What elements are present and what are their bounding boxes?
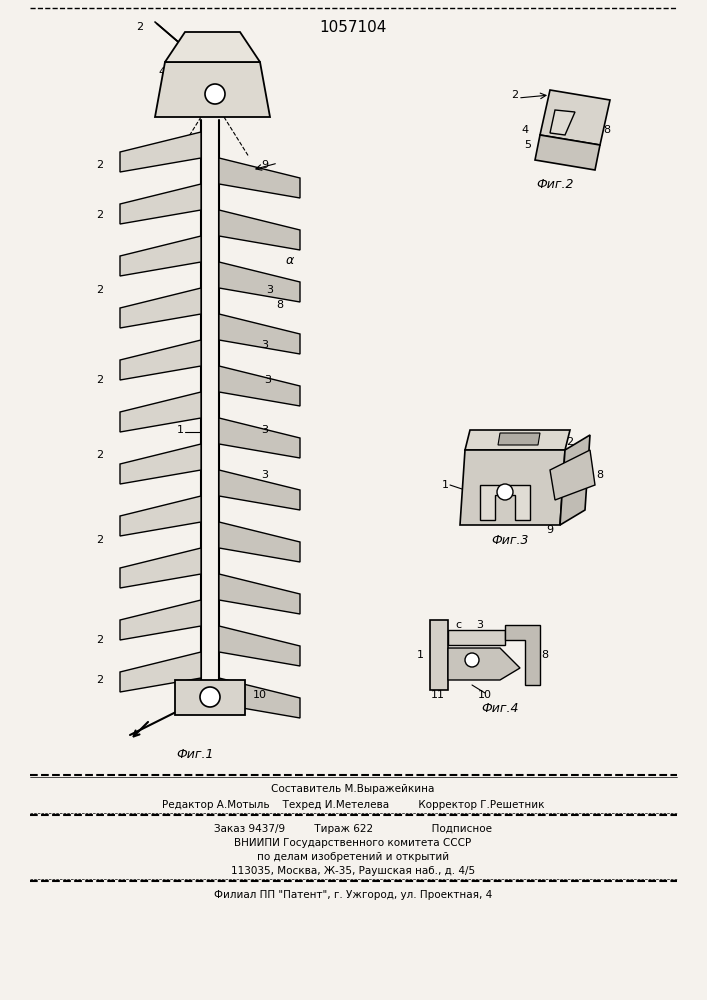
- Text: c: c: [455, 620, 461, 630]
- Polygon shape: [219, 366, 300, 406]
- Polygon shape: [219, 678, 300, 718]
- Polygon shape: [219, 522, 300, 562]
- Polygon shape: [448, 630, 505, 645]
- Text: 2: 2: [136, 22, 144, 32]
- Text: 4: 4: [522, 125, 529, 135]
- Text: Редактор А.Мотыль    Техред И.Метелева         Корректор Г.Решетник: Редактор А.Мотыль Техред И.Метелева Корр…: [162, 800, 544, 810]
- Polygon shape: [219, 314, 300, 354]
- Polygon shape: [120, 236, 201, 276]
- Circle shape: [200, 687, 220, 707]
- Text: 8: 8: [604, 125, 611, 135]
- Text: 8: 8: [276, 300, 284, 310]
- Text: α: α: [286, 253, 294, 266]
- Polygon shape: [120, 652, 201, 692]
- Text: Фиг.3: Фиг.3: [491, 534, 529, 546]
- Text: Филиал ПП "Патент", г. Ужгород, ул. Проектная, 4: Филиал ПП "Патент", г. Ужгород, ул. Прое…: [214, 890, 492, 900]
- Text: 2: 2: [96, 635, 103, 645]
- Text: 3: 3: [262, 470, 269, 480]
- Text: 10: 10: [253, 690, 267, 700]
- Text: б: б: [571, 145, 578, 155]
- Text: 3: 3: [477, 620, 484, 630]
- Polygon shape: [430, 620, 448, 690]
- Polygon shape: [219, 626, 300, 666]
- Polygon shape: [448, 648, 520, 680]
- Polygon shape: [120, 132, 201, 172]
- Text: 2: 2: [96, 160, 103, 170]
- Text: Заказ 9437/9         Тираж 622                  Подписное: Заказ 9437/9 Тираж 622 Подписное: [214, 824, 492, 834]
- Text: 8: 8: [597, 470, 604, 480]
- Text: Фиг.2: Фиг.2: [536, 178, 574, 192]
- Circle shape: [465, 653, 479, 667]
- Text: 3: 3: [267, 285, 274, 295]
- Polygon shape: [219, 574, 300, 614]
- Text: по делам изобретений и открытий: по делам изобретений и открытий: [257, 852, 449, 862]
- Text: 9: 9: [262, 160, 269, 170]
- Polygon shape: [120, 288, 201, 328]
- Text: 1057104: 1057104: [320, 20, 387, 35]
- Text: 2: 2: [96, 535, 103, 545]
- Polygon shape: [560, 435, 590, 525]
- Text: 2: 2: [96, 210, 103, 220]
- Text: 4: 4: [158, 67, 165, 77]
- Polygon shape: [550, 110, 575, 135]
- Polygon shape: [540, 90, 610, 145]
- Circle shape: [205, 84, 225, 104]
- Polygon shape: [219, 210, 300, 250]
- Text: 5: 5: [525, 140, 532, 150]
- Text: 2: 2: [96, 285, 103, 295]
- Text: Фиг.4: Фиг.4: [481, 702, 519, 714]
- Polygon shape: [120, 496, 201, 536]
- Polygon shape: [120, 392, 201, 432]
- Polygon shape: [460, 450, 565, 525]
- Polygon shape: [480, 485, 530, 520]
- Polygon shape: [550, 450, 595, 500]
- Polygon shape: [219, 470, 300, 510]
- Text: 12: 12: [561, 437, 575, 447]
- Text: 11: 11: [431, 690, 445, 700]
- Polygon shape: [120, 340, 201, 380]
- Text: 2: 2: [96, 675, 103, 685]
- Text: 3: 3: [264, 375, 271, 385]
- Text: 113035, Москва, Ж-35, Раушская наб., д. 4/5: 113035, Москва, Ж-35, Раушская наб., д. …: [231, 866, 475, 876]
- Circle shape: [497, 484, 513, 500]
- Polygon shape: [219, 158, 300, 198]
- Text: α: α: [591, 145, 599, 155]
- Text: 3: 3: [262, 340, 269, 350]
- Polygon shape: [120, 548, 201, 588]
- Text: 2: 2: [96, 450, 103, 460]
- Text: 2: 2: [96, 375, 103, 385]
- Polygon shape: [465, 430, 570, 450]
- Text: 9: 9: [547, 525, 554, 535]
- Text: Фиг.1: Фиг.1: [176, 748, 214, 762]
- Polygon shape: [535, 135, 600, 170]
- Polygon shape: [165, 32, 260, 62]
- Polygon shape: [219, 262, 300, 302]
- Text: 1: 1: [416, 650, 423, 660]
- Polygon shape: [175, 680, 245, 715]
- Text: 3: 3: [262, 425, 269, 435]
- Text: 3: 3: [587, 110, 593, 120]
- Polygon shape: [155, 62, 270, 117]
- Text: 10: 10: [478, 690, 492, 700]
- Text: 8: 8: [542, 650, 549, 660]
- Polygon shape: [120, 184, 201, 224]
- Text: Составитель М.Выражейкина: Составитель М.Выражейкина: [271, 784, 435, 794]
- Text: ВНИИПИ Государственного комитета СССР: ВНИИПИ Государственного комитета СССР: [235, 838, 472, 848]
- Polygon shape: [120, 600, 201, 640]
- Polygon shape: [505, 625, 540, 685]
- Polygon shape: [219, 418, 300, 458]
- Text: 1: 1: [177, 425, 184, 435]
- Text: 2: 2: [511, 90, 518, 100]
- Polygon shape: [120, 444, 201, 484]
- Polygon shape: [498, 433, 540, 445]
- Text: 6: 6: [547, 145, 554, 155]
- Text: 1: 1: [441, 480, 448, 490]
